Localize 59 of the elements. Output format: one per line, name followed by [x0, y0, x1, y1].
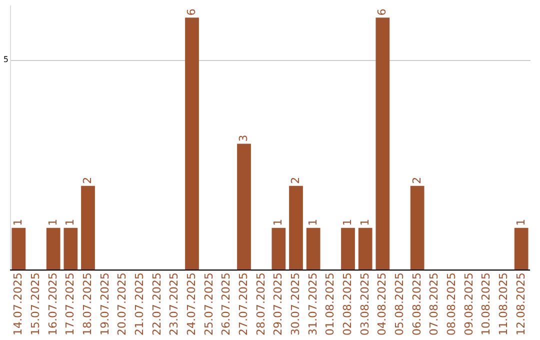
x-tick-label: 03.08.2025 — [358, 272, 372, 336]
x-tick-label: 05.08.2025 — [393, 272, 406, 336]
x-tick-label: 08.08.2025 — [445, 272, 458, 336]
data-label: 6 — [376, 8, 389, 16]
x-tick-label: 17.07.2025 — [64, 272, 77, 336]
x-tick-label: 21.07.2025 — [133, 272, 146, 336]
x-tick-label: 11.08.2025 — [497, 272, 510, 336]
data-label: 1 — [514, 218, 528, 226]
bar — [514, 228, 528, 270]
x-tick-label: 07.08.2025 — [428, 272, 441, 336]
data-label: 3 — [237, 134, 250, 142]
x-tick-label: 22.07.2025 — [150, 272, 164, 336]
bar — [272, 228, 286, 270]
bar — [64, 228, 78, 270]
x-tick-label: 14.07.2025 — [12, 272, 25, 336]
bar — [81, 186, 95, 270]
x-tick-label: 18.07.2025 — [81, 272, 94, 336]
x-tick-label: 06.08.2025 — [410, 272, 424, 336]
x-tick-label: 20.07.2025 — [116, 272, 129, 336]
x-tick-label: 25.07.2025 — [202, 272, 216, 336]
bar — [46, 228, 60, 270]
data-label: 1 — [306, 218, 320, 226]
data-label: 2 — [410, 176, 424, 184]
bar — [358, 228, 372, 270]
data-label: 1 — [358, 218, 372, 226]
bar — [341, 228, 355, 270]
data-label: 6 — [185, 8, 198, 16]
x-tick-label: 12.08.2025 — [514, 272, 528, 336]
x-tick-label: 30.07.2025 — [289, 272, 302, 336]
x-tick-label: 27.07.2025 — [237, 272, 250, 336]
x-tick-label: 10.08.2025 — [480, 272, 493, 336]
data-label: 1 — [46, 218, 60, 226]
x-tick-label: 02.08.2025 — [341, 272, 354, 336]
y-tick-label: 5 — [3, 55, 8, 64]
x-tick-label: 19.07.2025 — [98, 272, 112, 336]
x-tick-label: 29.07.2025 — [272, 272, 285, 336]
data-label: 2 — [81, 176, 94, 184]
data-label: 2 — [289, 176, 302, 184]
x-tick-label: 28.07.2025 — [254, 272, 268, 336]
x-tick-label: 26.07.2025 — [220, 272, 233, 336]
bar — [289, 186, 303, 270]
x-tick-label: 04.08.2025 — [376, 272, 389, 336]
bar — [376, 18, 390, 270]
data-label: 1 — [272, 218, 285, 226]
bar — [12, 228, 26, 270]
x-tick-label: 23.07.2025 — [168, 272, 181, 336]
bar — [410, 186, 424, 270]
data-label: 1 — [12, 218, 25, 226]
x-tick-label: 16.07.2025 — [46, 272, 60, 336]
x-tick-label: 31.07.2025 — [306, 272, 320, 336]
x-tick-label: 01.08.2025 — [324, 272, 337, 336]
bar — [306, 228, 320, 270]
x-tick-label: 15.07.2025 — [29, 272, 42, 336]
x-tick-label: 09.08.2025 — [462, 272, 476, 336]
x-tick-label: 24.07.2025 — [185, 272, 198, 336]
data-label: 1 — [64, 218, 77, 226]
bar — [237, 144, 251, 270]
data-label: 1 — [341, 218, 354, 226]
bar — [185, 18, 199, 270]
